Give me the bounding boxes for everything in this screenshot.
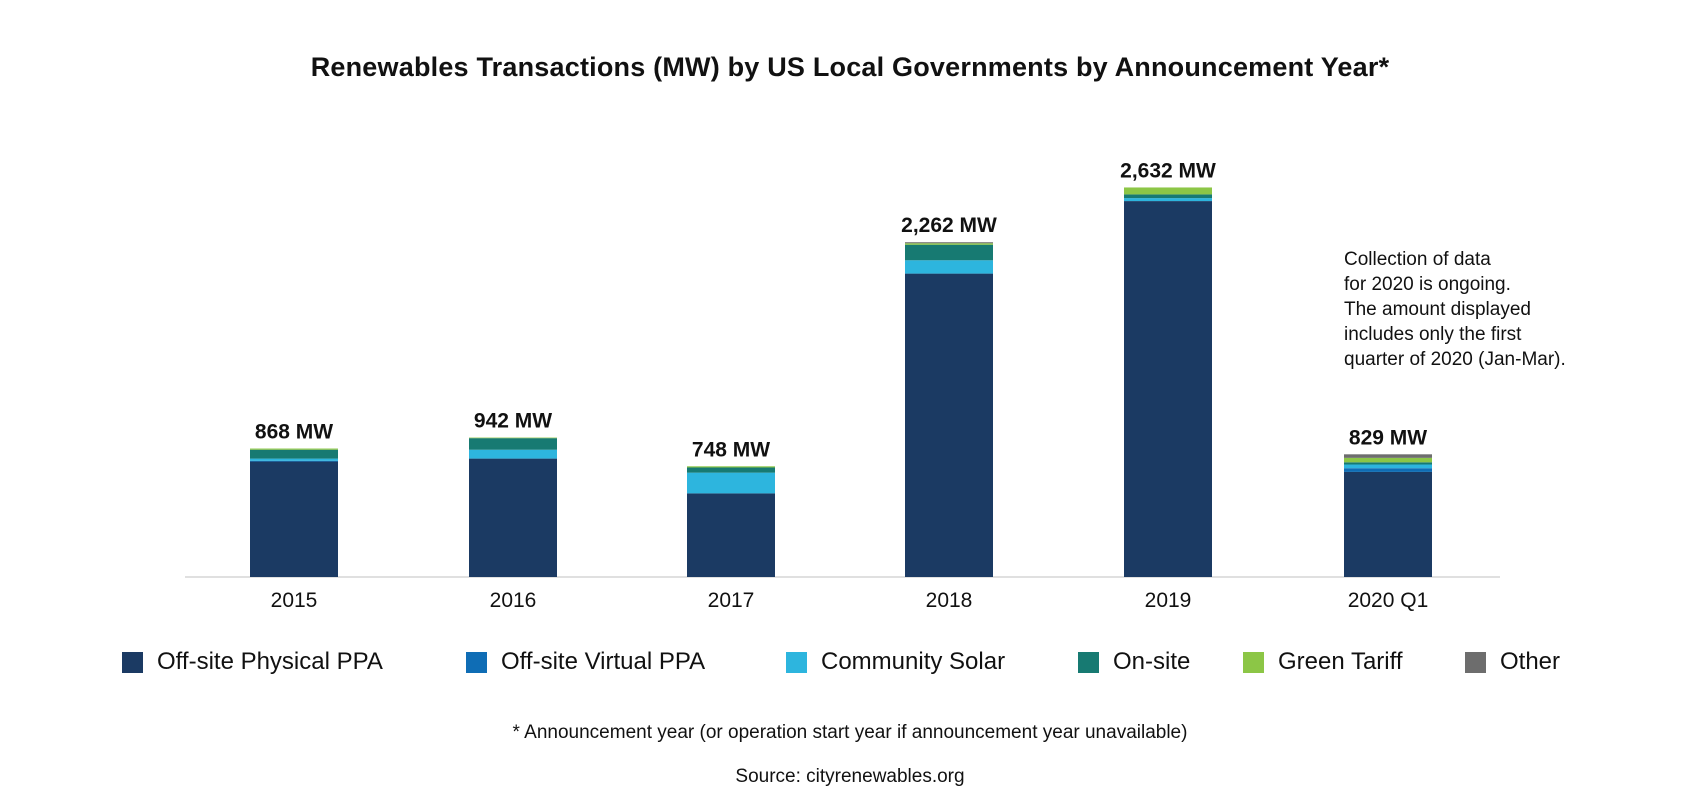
note-line: The amount displayed [1344,299,1531,320]
total-label: 2,262 MW [901,214,997,237]
bar-segment-on-site-2020-q1 [1344,462,1432,465]
bar-segment-off-site-physical-ppa-2020-q1 [1344,471,1432,577]
bar-segment-green-tariff-2019 [1124,187,1212,195]
bar-segment-community-solar-2017 [687,472,775,494]
legend-label: On-site [1113,648,1191,675]
total-label: 868 MW [255,421,333,444]
bar-segment-off-site-physical-ppa-2017 [687,493,775,577]
source-text: Source: cityrenewables.org [735,766,965,787]
legend-item-other: Other [1465,648,1560,676]
bar-segment-green-tariff-2020-q1 [1344,457,1432,463]
footnote: * Announcement year (or operation start … [512,722,1188,743]
total-label: 2,632 MW [1120,159,1216,182]
bar-segment-community-solar-2020-q1 [1344,464,1432,469]
total-label: 829 MW [1349,426,1427,449]
bar-segment-off-site-physical-ppa-2019 [1124,201,1212,577]
stacked-bar-chart: 868 MW 2015 942 MW 2016 748 MW 2017 2,262 MW 20… [185,159,1500,612]
legend-label: Green Tariff [1278,648,1403,675]
legend-swatch [1243,651,1264,673]
bar-segment-green-tariff-2016 [469,437,557,439]
x-tick-label: 2017 [708,589,755,612]
legend-label: Other [1500,648,1561,675]
legend-label: Community Solar [821,648,1006,675]
bar-segment-other-2018 [905,242,993,244]
note-line: Collection of data [1344,249,1491,270]
legend: Off-site Physical PPA Off-site Virtual PP… [0,648,1700,684]
x-tick-label: 2016 [490,589,537,612]
bar-segment-green-tariff-2015 [250,448,338,450]
legend-label: Off-site Physical PPA [157,648,383,675]
legend-swatch [122,651,143,673]
note-line: quarter of 2020 (Jan-Mar). [1344,349,1566,370]
legend-swatch [466,651,487,673]
x-tick-label: 2020 Q1 [1348,589,1429,612]
total-label: 942 MW [474,410,552,433]
bar-segment-off-site-virtual-ppa-2015 [250,460,338,462]
bar-segment-other-2020-q1 [1344,454,1432,458]
x-tick-label: 2018 [926,589,973,612]
bar-segment-on-site-2019 [1124,194,1212,199]
bar-segment-community-solar-2019 [1124,198,1212,202]
x-tick-label: 2015 [271,589,318,612]
bar-segment-green-tariff-2017 [687,466,775,468]
bar-segment-off-site-physical-ppa-2015 [250,461,338,577]
bar-segment-on-site-2016 [469,438,557,450]
note-line: for 2020 is ongoing. [1344,274,1511,295]
x-tick-label: 2019 [1145,589,1192,612]
legend-swatch [1078,651,1099,673]
bar-segment-on-site-2017 [687,467,775,473]
legend-item-green-tariff: Green Tariff [1243,648,1403,676]
bars-layer [250,187,1432,577]
legend-swatch [786,651,807,673]
total-label: 748 MW [692,438,770,461]
legend-item-off-site-virtual-ppa: Off-site Virtual PPA [466,648,705,676]
bar-segment-on-site-2015 [250,449,338,459]
bar-segment-community-solar-2016 [469,449,557,459]
bar-segment-off-site-virtual-ppa-2020-q1 [1344,468,1432,472]
legend-swatch [1465,651,1486,673]
legend-item-community-solar: Community Solar [786,648,1005,676]
labels-layer: 868 MW 2015 942 MW 2016 748 MW 2017 2,262 MW 20… [255,159,1428,612]
bar-segment-on-site-2018 [905,244,993,261]
bar-segment-off-site-physical-ppa-2016 [469,458,557,577]
legend-label: Off-site Virtual PPA [501,648,706,675]
bar-segment-community-solar-2015 [250,458,338,461]
bar-segment-green-tariff-2018 [905,243,993,245]
legend-item-off-site-physical-ppa: Off-site Physical PPA [122,648,383,676]
note-2020-ongoing: Collection of data for 2020 is ongoing. … [1344,247,1644,372]
note-line: includes only the first [1344,324,1522,345]
bar-segment-off-site-physical-ppa-2018 [905,273,993,577]
chart-title: Renewables Transactions (MW) by US Local… [310,52,1390,82]
legend-item-on-site: On-site [1078,648,1190,676]
bar-segment-community-solar-2018 [905,260,993,274]
